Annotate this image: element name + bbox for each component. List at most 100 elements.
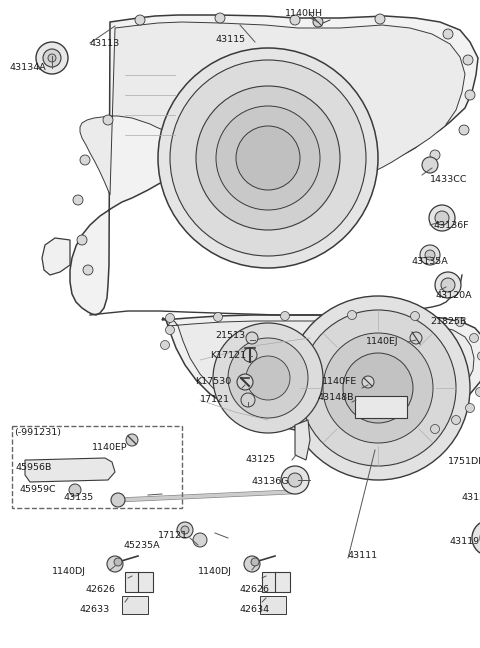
Bar bbox=[12, 426, 182, 508]
Circle shape bbox=[465, 90, 475, 100]
Circle shape bbox=[69, 484, 81, 496]
Circle shape bbox=[103, 115, 113, 125]
Text: (-991231): (-991231) bbox=[14, 428, 61, 437]
Circle shape bbox=[237, 374, 253, 390]
Bar bbox=[260, 596, 286, 614]
Circle shape bbox=[431, 424, 440, 434]
Text: 43136F: 43136F bbox=[434, 220, 469, 229]
Polygon shape bbox=[295, 420, 310, 460]
Text: 43125: 43125 bbox=[246, 456, 276, 465]
Circle shape bbox=[241, 393, 255, 407]
Text: 43135A: 43135A bbox=[412, 257, 449, 266]
Circle shape bbox=[286, 296, 470, 480]
Circle shape bbox=[177, 522, 193, 538]
Text: 42633: 42633 bbox=[80, 605, 110, 614]
Text: 43148B: 43148B bbox=[318, 393, 355, 402]
Circle shape bbox=[452, 415, 460, 424]
Circle shape bbox=[216, 106, 320, 210]
Circle shape bbox=[288, 473, 302, 487]
Text: 1751DD: 1751DD bbox=[448, 457, 480, 467]
Text: 43119: 43119 bbox=[450, 537, 480, 546]
Circle shape bbox=[196, 86, 340, 230]
Circle shape bbox=[251, 558, 259, 566]
Circle shape bbox=[107, 556, 123, 572]
Circle shape bbox=[228, 338, 308, 418]
Circle shape bbox=[469, 334, 479, 343]
Circle shape bbox=[280, 312, 289, 321]
Circle shape bbox=[73, 195, 83, 205]
Circle shape bbox=[246, 332, 258, 344]
Text: 17121: 17121 bbox=[158, 531, 188, 540]
Text: 43111: 43111 bbox=[348, 551, 378, 559]
Text: 1140HH: 1140HH bbox=[285, 10, 323, 19]
Polygon shape bbox=[162, 315, 480, 436]
Circle shape bbox=[420, 245, 440, 265]
Circle shape bbox=[126, 434, 138, 446]
Text: 43121: 43121 bbox=[462, 494, 480, 502]
Circle shape bbox=[213, 323, 323, 433]
Bar bbox=[355, 396, 407, 418]
Circle shape bbox=[158, 48, 378, 268]
Circle shape bbox=[135, 15, 145, 25]
Text: 1140EP: 1140EP bbox=[92, 443, 128, 452]
Circle shape bbox=[160, 340, 169, 349]
Text: 42626: 42626 bbox=[240, 586, 270, 594]
Circle shape bbox=[77, 235, 87, 245]
Text: 45235A: 45235A bbox=[124, 542, 161, 551]
Text: 1140FE: 1140FE bbox=[322, 378, 357, 386]
Circle shape bbox=[459, 125, 469, 135]
Circle shape bbox=[425, 250, 435, 260]
Polygon shape bbox=[42, 238, 70, 275]
Circle shape bbox=[170, 60, 366, 256]
Text: 43120A: 43120A bbox=[435, 290, 472, 299]
Text: 21513: 21513 bbox=[215, 332, 245, 340]
Polygon shape bbox=[70, 15, 478, 315]
Circle shape bbox=[435, 211, 449, 225]
Polygon shape bbox=[80, 22, 465, 195]
Text: 1140EJ: 1140EJ bbox=[366, 338, 398, 347]
Text: 21825B: 21825B bbox=[430, 318, 467, 327]
Circle shape bbox=[300, 310, 456, 466]
Circle shape bbox=[422, 157, 438, 173]
Circle shape bbox=[281, 466, 309, 494]
Circle shape bbox=[290, 15, 300, 25]
Circle shape bbox=[478, 351, 480, 360]
Circle shape bbox=[410, 332, 422, 344]
Circle shape bbox=[472, 520, 480, 556]
Circle shape bbox=[456, 318, 465, 327]
Circle shape bbox=[166, 325, 175, 334]
Circle shape bbox=[43, 49, 61, 67]
Text: K17121: K17121 bbox=[210, 351, 246, 360]
Text: 1140DJ: 1140DJ bbox=[52, 568, 86, 577]
Bar bbox=[122, 596, 148, 614]
Text: 43115: 43115 bbox=[215, 36, 245, 45]
Text: 45956B: 45956B bbox=[16, 463, 52, 472]
Text: 42634: 42634 bbox=[240, 605, 270, 614]
Text: 45959C: 45959C bbox=[20, 485, 57, 494]
Circle shape bbox=[441, 278, 455, 292]
Polygon shape bbox=[168, 320, 474, 430]
Bar bbox=[125, 572, 153, 592]
Circle shape bbox=[215, 13, 225, 23]
Circle shape bbox=[466, 404, 475, 413]
Circle shape bbox=[362, 376, 374, 388]
Circle shape bbox=[80, 155, 90, 165]
Text: K17530: K17530 bbox=[195, 378, 231, 386]
Circle shape bbox=[214, 312, 223, 321]
Circle shape bbox=[313, 17, 323, 27]
Circle shape bbox=[181, 526, 189, 534]
Circle shape bbox=[430, 150, 440, 160]
Circle shape bbox=[83, 265, 93, 275]
Text: 43136G: 43136G bbox=[252, 478, 289, 487]
Circle shape bbox=[463, 55, 473, 65]
Text: 17121: 17121 bbox=[200, 395, 230, 404]
Circle shape bbox=[193, 533, 207, 547]
Circle shape bbox=[244, 556, 260, 572]
Circle shape bbox=[323, 333, 433, 443]
Circle shape bbox=[429, 205, 455, 231]
Circle shape bbox=[246, 356, 290, 400]
Circle shape bbox=[443, 29, 453, 39]
Circle shape bbox=[111, 493, 125, 507]
Circle shape bbox=[48, 54, 56, 62]
Text: 1433CC: 1433CC bbox=[430, 176, 468, 185]
